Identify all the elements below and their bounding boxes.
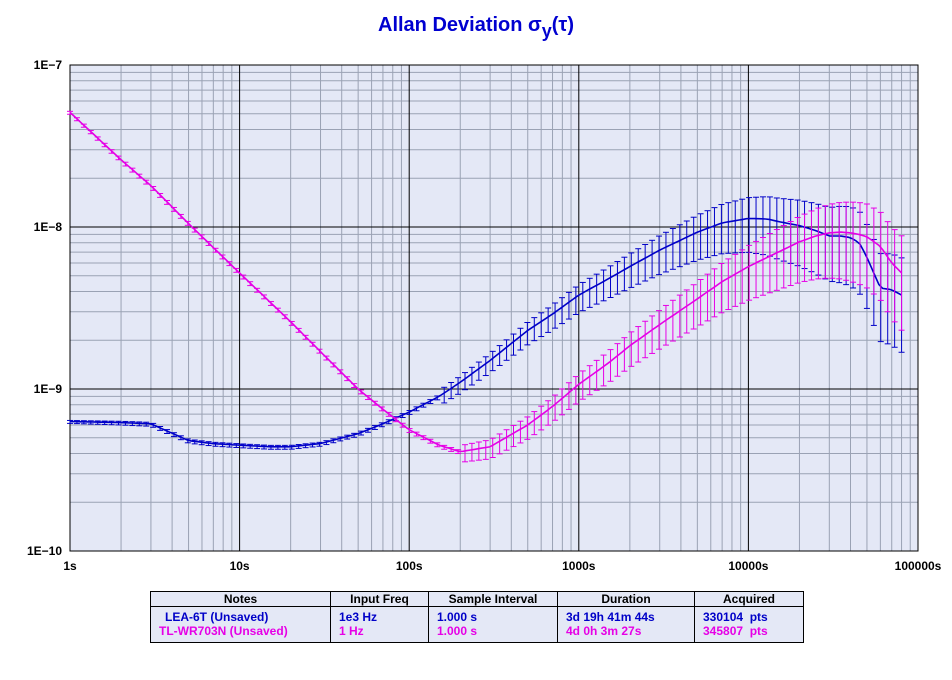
x-tick-label: 10000s — [728, 559, 768, 573]
y-tick-label: 1E−8 — [34, 220, 63, 234]
x-tick-label: 1s — [63, 559, 77, 573]
x-tick-label: 100000s — [895, 559, 942, 573]
chart-title: Allan Deviation σy(τ) — [0, 14, 952, 41]
legend-row-lea6t: LEA-6T (Unsaved) 1e3 Hz 1.000 s 3d 19h 4… — [150, 606, 804, 624]
y-tick-label: 1E−10 — [27, 544, 62, 558]
legend-row-tlwr703n: TL-WR703N (Unsaved) 1 Hz 1.000 s 4d 0h 3… — [150, 624, 804, 643]
chart-title-text: Allan Deviation — [378, 14, 523, 36]
y-tick-label: 1E−9 — [34, 382, 63, 396]
chart-title-subscript: y — [541, 21, 552, 41]
row-input-freq: 1e3 Hz — [330, 606, 429, 624]
plot-frame — [69, 64, 919, 552]
chart-title-symbol: σ — [528, 14, 542, 36]
allan-deviation-chart: 1s 10s 100s 1000s 10000s 100000s 1E−101E−91E−… — [27, 58, 942, 573]
series-layer — [67, 110, 905, 463]
header-sample-interval: Sample Interval — [428, 591, 558, 607]
x-tick-label: 1000s — [562, 559, 596, 573]
row-input-freq: 1 Hz — [330, 624, 429, 643]
row-acquired: 330104 pts — [694, 606, 804, 624]
row-sample-interval: 1.000 s — [428, 624, 558, 643]
y-tick-label: 1E−7 — [34, 58, 63, 72]
row-duration: 4d 0h 3m 27s — [557, 624, 695, 643]
y-axis-ticks: 1E−10 1E−9 1E−8 1E−7 — [27, 58, 62, 558]
row-acquired: 345807 pts — [694, 624, 804, 643]
x-axis-ticks: 1s 10s 100s 1000s 10000s 100000s — [63, 559, 941, 573]
header-acquired: Acquired — [694, 591, 804, 607]
chart-title-suffix: (τ) — [551, 14, 574, 36]
header-input-freq: Input Freq — [330, 591, 429, 607]
x-tick-label: 10s — [230, 559, 250, 573]
legend-table: Notes Input Freq Sample Interval Duratio… — [150, 591, 804, 643]
row-sample-interval: 1.000 s — [428, 606, 558, 624]
header-notes: Notes — [150, 591, 331, 607]
row-notes: LEA-6T (Unsaved) — [150, 606, 331, 624]
x-tick-label: 100s — [396, 559, 423, 573]
series-tl-wr703n — [67, 110, 905, 463]
row-duration: 3d 19h 41m 44s — [557, 606, 695, 624]
header-duration: Duration — [557, 591, 695, 607]
legend-header-row: Notes Input Freq Sample Interval Duratio… — [150, 591, 804, 607]
plot-area — [70, 65, 918, 551]
row-notes: TL-WR703N (Unsaved) — [150, 624, 331, 643]
